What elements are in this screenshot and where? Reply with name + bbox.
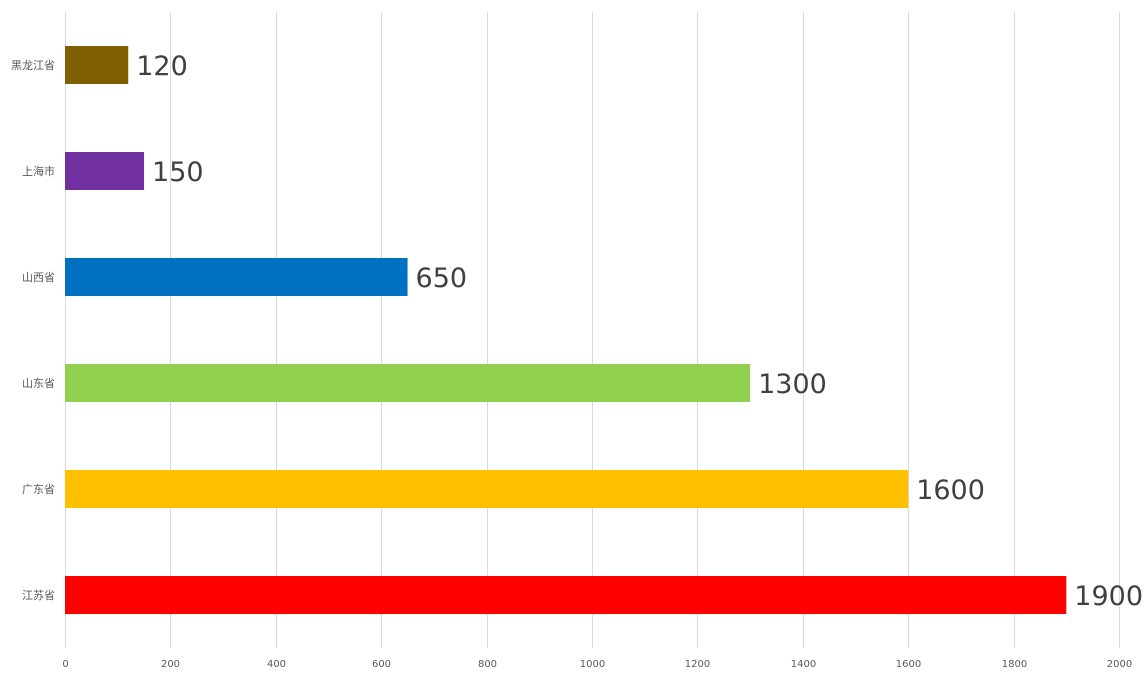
x-axis: 0 200 400 600 800 1000 1200 1400 1600 1800 2000 bbox=[62, 659, 1132, 670]
x-tick-label: 800 bbox=[478, 659, 497, 670]
bar bbox=[65, 152, 145, 190]
category-label: 江苏省 bbox=[22, 589, 55, 602]
data-label: 1300 bbox=[758, 369, 827, 400]
data-label: 120 bbox=[136, 51, 188, 82]
bar bbox=[65, 258, 408, 296]
x-tick-label: 1600 bbox=[896, 659, 921, 670]
data-label: 650 bbox=[416, 263, 468, 294]
x-tick-label: 600 bbox=[372, 659, 391, 670]
category-label: 广东省 bbox=[22, 483, 55, 496]
x-tick-label: 1400 bbox=[791, 659, 816, 670]
bar bbox=[65, 46, 129, 84]
x-tick-label: 1800 bbox=[1002, 659, 1027, 670]
x-tick-label: 400 bbox=[267, 659, 286, 670]
category-label: 山东省 bbox=[22, 377, 55, 390]
x-tick-label: 2000 bbox=[1107, 659, 1132, 670]
category-label: 黑龙江省 bbox=[11, 59, 55, 72]
x-tick-label: 1200 bbox=[685, 659, 710, 670]
data-label: 150 bbox=[152, 157, 204, 188]
data-label: 1600 bbox=[916, 475, 985, 506]
category-label: 山西省 bbox=[22, 271, 55, 284]
x-tick-label: 1000 bbox=[580, 659, 605, 670]
grid-lines bbox=[65, 12, 1120, 648]
data-labels: 120 150 650 1300 1600 1900 bbox=[136, 51, 1143, 612]
bar bbox=[65, 576, 1067, 614]
bar bbox=[65, 470, 909, 508]
x-tick-label: 200 bbox=[161, 659, 180, 670]
bar bbox=[65, 364, 751, 402]
data-label: 1900 bbox=[1074, 581, 1143, 612]
category-label: 上海市 bbox=[22, 164, 55, 178]
x-tick-label: 0 bbox=[62, 659, 68, 670]
bars bbox=[65, 46, 1067, 614]
